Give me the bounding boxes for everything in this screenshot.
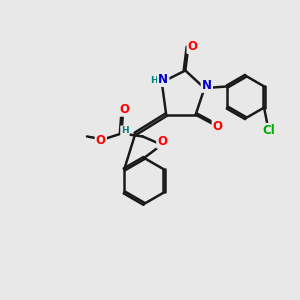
Text: Cl: Cl (263, 124, 275, 137)
Text: N: N (158, 73, 168, 86)
Text: O: O (158, 135, 167, 148)
Text: O: O (213, 120, 223, 133)
Text: H: H (121, 126, 129, 135)
Text: O: O (96, 134, 106, 147)
Text: O: O (119, 103, 129, 116)
Text: H: H (150, 76, 158, 85)
Text: N: N (202, 79, 212, 92)
Text: O: O (188, 40, 198, 53)
